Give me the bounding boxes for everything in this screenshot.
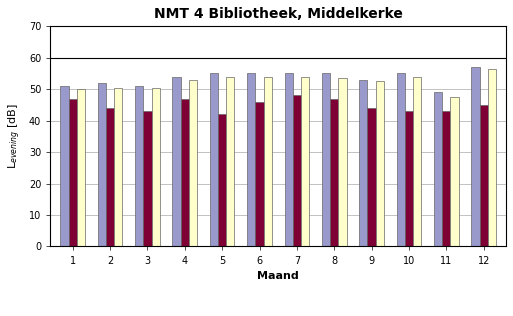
Bar: [135, 86, 143, 246]
Bar: [293, 95, 301, 246]
Bar: [330, 99, 339, 246]
Bar: [434, 92, 442, 246]
Bar: [255, 102, 264, 246]
Bar: [301, 76, 309, 246]
Bar: [247, 73, 255, 246]
Bar: [172, 76, 181, 246]
X-axis label: Maand: Maand: [258, 271, 299, 281]
Bar: [114, 88, 123, 246]
Bar: [181, 99, 189, 246]
Bar: [359, 80, 367, 246]
Bar: [143, 111, 151, 246]
Bar: [218, 114, 226, 246]
Bar: [339, 78, 347, 246]
Bar: [480, 105, 488, 246]
Title: NMT 4 Bibliotheek, Middelkerke: NMT 4 Bibliotheek, Middelkerke: [154, 7, 403, 21]
Bar: [367, 108, 376, 246]
Bar: [397, 73, 405, 246]
Bar: [488, 69, 496, 246]
Bar: [405, 111, 413, 246]
Bar: [442, 111, 450, 246]
Bar: [471, 67, 480, 246]
Bar: [376, 81, 384, 246]
Bar: [413, 76, 421, 246]
Bar: [322, 73, 330, 246]
Bar: [210, 73, 218, 246]
Bar: [151, 88, 160, 246]
Bar: [106, 108, 114, 246]
Bar: [77, 89, 85, 246]
Y-axis label: L$_{evening}$ [dB]: L$_{evening}$ [dB]: [7, 103, 24, 169]
Bar: [61, 86, 69, 246]
Bar: [98, 83, 106, 246]
Bar: [450, 97, 459, 246]
Bar: [69, 99, 77, 246]
Bar: [285, 73, 293, 246]
Bar: [189, 80, 197, 246]
Bar: [264, 76, 272, 246]
Bar: [226, 76, 234, 246]
